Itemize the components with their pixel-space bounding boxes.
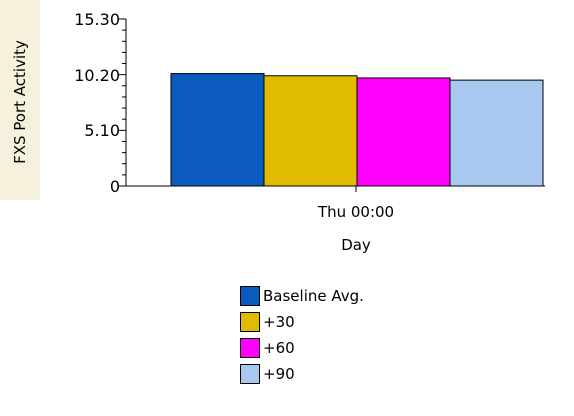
legend-swatch-60	[240, 338, 260, 358]
legend: Baseline Avg. +30 +60 +90	[240, 283, 364, 387]
bar--90	[449, 79, 544, 187]
legend-item-baseline: Baseline Avg.	[240, 283, 364, 309]
x-tick-label: Thu 00:00	[317, 203, 395, 221]
legend-item-30: +30	[240, 309, 364, 335]
legend-swatch-baseline	[240, 286, 260, 306]
legend-label-30: +30	[263, 313, 295, 331]
legend-label-baseline: Baseline Avg.	[263, 287, 364, 305]
y-tick-label-0: 0	[109, 177, 120, 196]
x-axis-label: Day	[341, 236, 371, 254]
y-tick-label-3: 15.30	[74, 10, 120, 29]
y-tick-label-2: 10.20	[74, 66, 120, 85]
bar--30	[263, 75, 358, 187]
legend-label-90: +90	[263, 365, 295, 383]
legend-label-60: +60	[263, 339, 295, 357]
legend-swatch-90	[240, 364, 260, 384]
bar--60	[356, 77, 451, 187]
legend-item-90: +90	[240, 361, 364, 387]
bar-baseline-avg-	[170, 73, 265, 187]
y-axis-label-background	[0, 0, 40, 200]
y-tick-label-1: 5.10	[84, 121, 120, 140]
legend-swatch-30	[240, 312, 260, 332]
legend-item-60: +60	[240, 335, 364, 361]
